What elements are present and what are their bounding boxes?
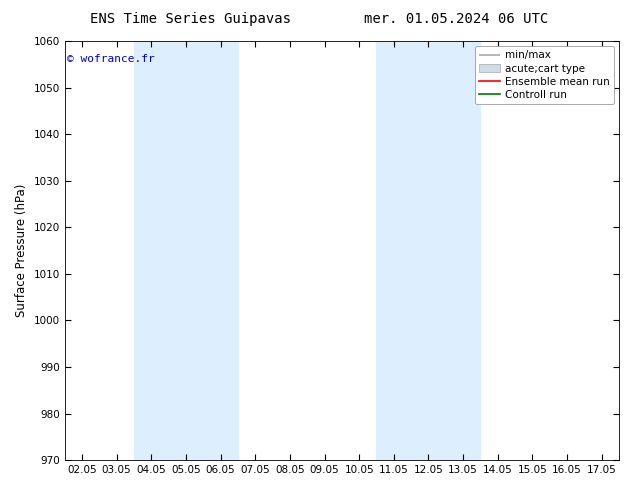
Text: mer. 01.05.2024 06 UTC: mer. 01.05.2024 06 UTC	[365, 12, 548, 26]
Legend: min/max, acute;cart type, Ensemble mean run, Controll run: min/max, acute;cart type, Ensemble mean …	[475, 46, 614, 104]
Bar	[134, 41, 238, 460]
Text: © wofrance.fr: © wofrance.fr	[67, 53, 155, 64]
Text: ENS Time Series Guipavas: ENS Time Series Guipavas	[89, 12, 291, 26]
Bar	[377, 41, 481, 460]
Y-axis label: Surface Pressure (hPa): Surface Pressure (hPa)	[15, 184, 28, 318]
